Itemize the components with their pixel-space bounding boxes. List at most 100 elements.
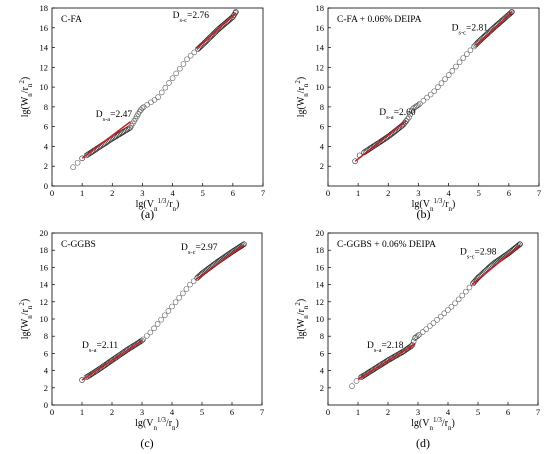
data-point xyxy=(136,339,142,346)
data-point xyxy=(177,65,183,72)
data-point xyxy=(382,359,389,365)
data-point xyxy=(173,70,179,77)
y-tick-label: 14 xyxy=(316,43,325,53)
x-axis-title-part: lg(V xyxy=(135,418,154,429)
y-axis-title-sub: n xyxy=(26,305,34,309)
data-point xyxy=(117,130,124,137)
fit-line-2 xyxy=(195,244,245,281)
data-point xyxy=(95,366,102,373)
fractal-dimension-symbol: D xyxy=(379,108,386,118)
data-point xyxy=(378,361,385,368)
data-point xyxy=(74,159,81,166)
data-point xyxy=(169,75,176,81)
x-axis-title-part: /r xyxy=(442,418,449,429)
data-point xyxy=(176,294,182,301)
data-point xyxy=(85,151,91,158)
x-axis-title-sup: 1/3 xyxy=(157,197,166,205)
fractal-dimension-label: Ds-c=2.97 xyxy=(181,243,218,256)
panel-label: (b) xyxy=(417,207,431,221)
fractal-dimension-label: Ds-c=2.76 xyxy=(173,11,210,24)
data-point xyxy=(162,84,169,91)
y-tick-label: 16 xyxy=(40,262,49,272)
y-tick-label: 20 xyxy=(40,228,49,238)
y-axis-title-sub: n xyxy=(26,315,34,319)
fractal-dimension-label: Ds-a=2.47 xyxy=(96,110,133,123)
data-point xyxy=(377,362,383,369)
data-point xyxy=(370,143,377,149)
data-point xyxy=(147,329,154,336)
data-point xyxy=(371,366,378,372)
data-point xyxy=(93,368,99,375)
y-tick-label: 2 xyxy=(44,161,48,171)
data-point xyxy=(87,371,94,378)
y-tick-label: 12 xyxy=(316,62,325,72)
fractal-dimension-value: =2.97 xyxy=(195,243,217,253)
data-point xyxy=(144,101,151,108)
x-axis-title-part: lg(V xyxy=(412,199,431,210)
data-point xyxy=(115,132,121,138)
data-point xyxy=(155,94,161,100)
x-tick-label: 4 xyxy=(446,188,451,198)
x-axis-title-part: lg(V xyxy=(136,199,155,210)
data-point xyxy=(105,360,111,366)
data-point xyxy=(125,346,132,352)
data-point xyxy=(374,140,381,147)
y-axis-title-part: lg(W xyxy=(20,318,31,339)
x-tick-label: 7 xyxy=(536,407,540,417)
fractal-dimension-subscript: s-c xyxy=(179,16,187,23)
y-tick-label: 10 xyxy=(40,314,49,324)
data-point xyxy=(460,55,466,61)
y-axis-title-sub: n xyxy=(302,93,310,97)
y-tick-label: 6 xyxy=(44,348,48,358)
data-point xyxy=(455,296,462,303)
data-point xyxy=(459,292,466,299)
data-point xyxy=(376,139,382,146)
x-axis-title-close: ) xyxy=(452,418,455,429)
data-point xyxy=(240,242,246,248)
data-point xyxy=(397,350,403,357)
data-point xyxy=(410,338,417,345)
data-point xyxy=(416,332,422,338)
data-point xyxy=(400,348,406,355)
x-tick-label: 1 xyxy=(80,407,84,417)
x-axis-title-close: ) xyxy=(176,199,179,210)
data-point xyxy=(90,370,97,376)
y-tick-label: 14 xyxy=(316,280,325,290)
y-axis-title-part: lg(W xyxy=(20,96,31,117)
data-point xyxy=(151,97,158,103)
data-point xyxy=(417,100,423,107)
data-point xyxy=(135,340,141,346)
data-point xyxy=(390,354,397,360)
data-point xyxy=(374,364,380,370)
data-point xyxy=(140,336,146,343)
y-tick-label: 6 xyxy=(320,348,324,358)
y-tick-label: 16 xyxy=(316,262,325,272)
data-point xyxy=(130,342,137,349)
x-axis-title-sub: n xyxy=(154,205,158,213)
data-point xyxy=(89,371,95,377)
y-tick-label: 12 xyxy=(40,297,49,307)
data-point xyxy=(353,378,360,384)
x-axis-title: lg(Vn1/3/rn) xyxy=(411,416,455,432)
x-axis-title-sup: 1/3 xyxy=(433,197,442,205)
fractal-dimension-value: =2.98 xyxy=(474,248,496,258)
y-tick-label: 8 xyxy=(44,331,48,341)
data-point xyxy=(116,131,122,138)
panel-label: (d) xyxy=(416,436,430,450)
data-point xyxy=(360,372,367,379)
data-point xyxy=(449,68,456,74)
data-points xyxy=(349,241,523,389)
data-point xyxy=(117,351,124,358)
data-point xyxy=(377,138,384,145)
data-point xyxy=(508,9,515,16)
data-point xyxy=(456,59,463,66)
data-point xyxy=(408,343,414,350)
data-point xyxy=(126,345,133,352)
y-axis-title-sub: n xyxy=(26,93,34,97)
y-axis-title-sub: n xyxy=(26,83,34,87)
y-axis-title-sup: 2 xyxy=(18,302,26,306)
fractal-dimension-value: =2.81 xyxy=(466,24,488,34)
y-axis-title-sub: n xyxy=(302,315,310,319)
x-axis-title-sup: 1/3 xyxy=(157,416,166,424)
x-tick-label: 7 xyxy=(537,188,541,198)
